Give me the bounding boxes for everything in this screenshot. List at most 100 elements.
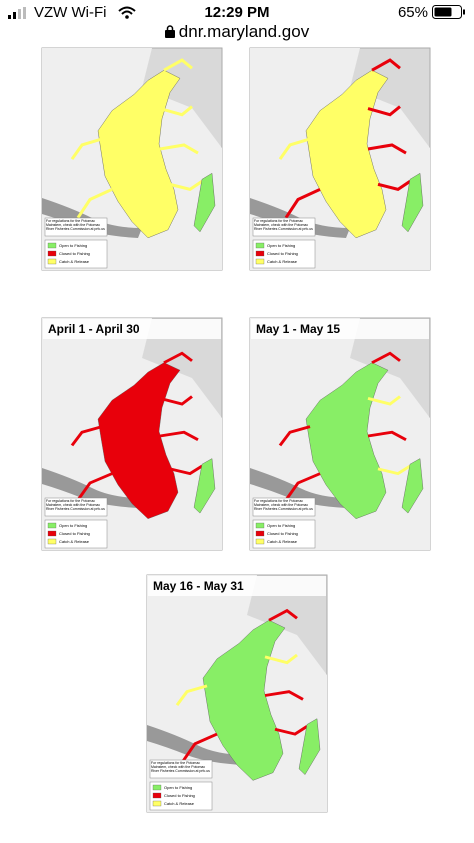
tributary [367,395,401,406]
legend-label: Open to Fishing [59,243,87,248]
legend-label: Open to Fishing [267,243,295,248]
legend-swatch [255,522,265,529]
bay-map [175,608,321,781]
note-box [252,497,316,517]
legend-label: Closed to Fishing [267,251,298,256]
note: For regulations for the Potomac Mainstem… [46,499,105,511]
legend-label: Open to Fishing [164,785,192,790]
bay-map [70,58,216,239]
tributary [278,137,311,160]
legend-swatch [47,242,57,249]
note: For regulations for the Potomac Mainstem… [151,761,210,773]
coastal-bays [401,458,424,514]
chesapeake-bay [305,69,389,239]
note-box [44,217,108,237]
tributary [175,684,208,706]
tributary [163,351,193,364]
tributary [284,188,321,219]
map-title: May 16 - May 31 [153,579,244,593]
map-panel: April 1 - April 30 For regulations for th… [41,317,223,551]
legend-swatch [255,530,265,537]
coastal-bays [193,458,216,514]
note-box [252,217,316,237]
legend-swatch [47,538,57,545]
clock: 12:29 PM [204,4,270,21]
map-title: May 1 - May 15 [256,322,340,336]
note-text: For regulations for the Potomac Mainstem… [46,219,105,231]
note-text: For regulations for the Potomac Mainstem… [151,761,210,773]
title-bg [251,319,429,339]
tributary [159,105,193,117]
tributary [76,188,113,219]
chesapeake-bay [97,69,181,239]
wifi-icon [118,6,136,19]
map-panel: For regulations for the Potomac Mainstem… [249,47,431,271]
note-box [44,497,108,517]
legend-label: Closed to Fishing [164,793,195,798]
note-text: For regulations for the Potomac Mainstem… [254,499,313,511]
battery-icon [432,5,465,19]
legend-label: Catch & Release [59,539,90,544]
tributary [278,425,311,447]
note-text: For regulations for the Potomac Mainstem… [46,499,105,511]
potomac-river [250,468,350,508]
tributary [169,464,203,476]
coastal-bays [401,172,424,233]
map-panel: May 1 - May 15 For regulations for the Po… [249,317,431,551]
tributary [70,137,103,160]
tributary [264,690,304,701]
legend-swatch [47,530,57,537]
coastal-bays [298,718,321,775]
note: For regulations for the Potomac Mainstem… [254,499,313,511]
potomac-river [42,468,142,508]
tributary [76,472,113,501]
tributary [268,608,298,622]
legend-label: Catch & Release [267,539,298,544]
note-box [149,759,213,779]
legend-swatch [47,250,57,257]
legend-label: Closed to Fishing [59,531,90,536]
tributary [159,430,199,441]
tributary [274,725,308,736]
legend-label: Catch & Release [164,801,195,806]
tributary [367,430,407,441]
legend-swatch [47,522,57,529]
tributary [371,58,401,72]
legend-label: Catch & Release [59,259,90,264]
signal-icon [8,7,26,19]
legend-label: Open to Fishing [267,523,295,528]
legend-swatch [255,242,265,249]
tributary [284,472,321,501]
tributary [181,732,218,762]
tributary [371,351,401,364]
tributary [367,105,401,117]
legend-swatch [47,258,57,265]
legend-swatch [152,784,162,791]
status-bar: VZW Wi-Fi 12:29 PM 65% [0,0,474,24]
map-panel: May 16 - May 31 For regulations for the P… [146,574,328,813]
tributary [159,395,193,406]
legend-label: Closed to Fishing [59,251,90,256]
tributary [70,425,103,447]
bay-map [70,351,216,519]
legend-swatch [255,258,265,265]
coastal-bays [193,172,216,233]
legend-swatch [255,538,265,545]
tributary [377,180,411,192]
tributary [159,143,199,155]
legend-swatch [255,250,265,257]
legend-swatch [152,800,162,807]
note: For regulations for the Potomac Mainstem… [46,219,105,231]
legend-label: Catch & Release [267,259,298,264]
chesapeake-bay [97,362,181,519]
address-bar[interactable]: dnr.maryland.gov [0,22,474,46]
note-text: For regulations for the Potomac Mainstem… [254,219,313,231]
tributary [367,143,407,155]
tributary [377,464,411,476]
lock-icon [164,25,175,38]
chesapeake-bay [202,620,286,781]
title-bg [43,319,221,339]
